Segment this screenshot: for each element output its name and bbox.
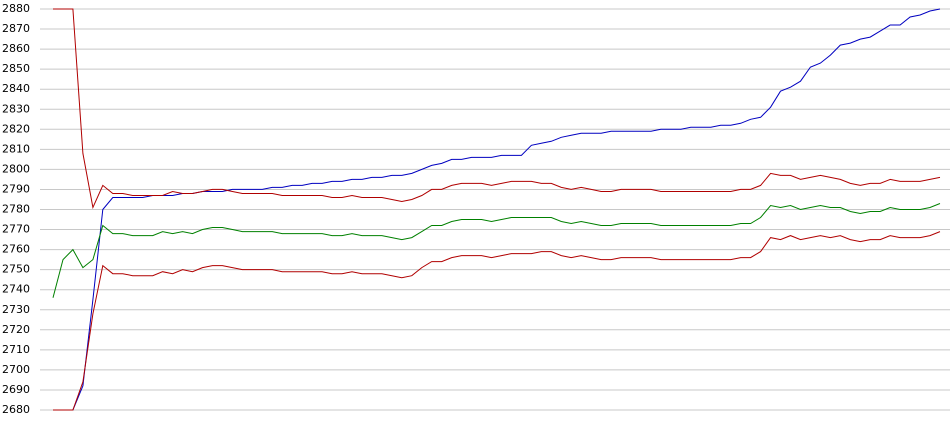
y-tick-label: 2720 (2, 323, 30, 336)
y-tick-label: 2770 (2, 223, 30, 236)
y-tick-label: 2880 (2, 2, 30, 15)
y-tick-label: 2820 (2, 122, 30, 135)
series-line (53, 231, 941, 411)
series-line (53, 8, 941, 210)
y-tick-label: 2760 (2, 243, 30, 256)
y-tick-label: 2750 (2, 263, 30, 276)
y-tick-label: 2740 (2, 283, 30, 296)
y-tick-label: 2780 (2, 203, 30, 216)
y-tick-label: 2850 (2, 62, 30, 75)
series-line (52, 203, 941, 298)
y-tick-label: 2700 (2, 363, 30, 376)
y-tick-label: 2690 (2, 383, 30, 396)
y-tick-label: 2730 (2, 303, 30, 316)
y-tick-label: 2870 (2, 22, 30, 35)
y-tick-label: 2810 (2, 142, 30, 155)
y-tick-label: 2800 (2, 162, 30, 175)
y-tick-label: 2830 (2, 102, 30, 115)
y-tick-label: 2860 (2, 42, 30, 55)
y-tick-label: 2840 (2, 82, 30, 95)
y-tick-label: 2710 (2, 343, 30, 356)
y-tick-label: 2680 (2, 403, 30, 416)
y-tick-label: 2790 (2, 182, 30, 195)
